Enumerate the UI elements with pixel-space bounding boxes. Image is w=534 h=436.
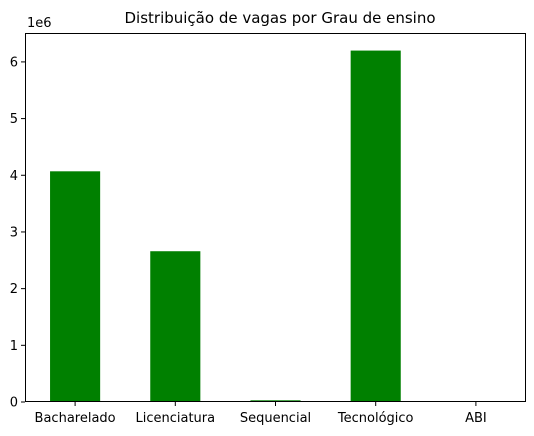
- y-axis-ticks: 0 1 2 3 4 5 6: [10, 55, 25, 411]
- x-tick-label: Sequencial: [240, 411, 311, 426]
- y-tick-label: 5: [10, 112, 18, 127]
- y-tick-label: 2: [10, 282, 18, 297]
- x-tick-label: ABI: [465, 411, 487, 426]
- y-tick-label: 1: [10, 339, 18, 354]
- bar-tecnológico: [350, 50, 401, 402]
- y-tick-label: 0: [10, 396, 18, 411]
- x-tick-label: Tecnológico: [337, 411, 414, 426]
- plot-frame: [25, 33, 526, 402]
- y-tick-label: 6: [10, 55, 18, 70]
- y-tick-label: 4: [10, 169, 18, 184]
- bar-bacharelado: [50, 171, 101, 402]
- chart-title: Distribuição de vagas por Grau de ensino: [124, 9, 435, 27]
- x-tick-label: Licenciatura: [135, 411, 215, 426]
- x-tick-label: Bacharelado: [35, 411, 116, 426]
- bar-licenciatura: [150, 251, 201, 402]
- bars-group: [50, 50, 501, 402]
- y-tick-label: 3: [10, 225, 18, 240]
- y-axis-offset-label: 1e6: [27, 16, 52, 31]
- x-axis-ticks: Bacharelado Licenciatura Sequencial Tecnoló…: [35, 402, 487, 426]
